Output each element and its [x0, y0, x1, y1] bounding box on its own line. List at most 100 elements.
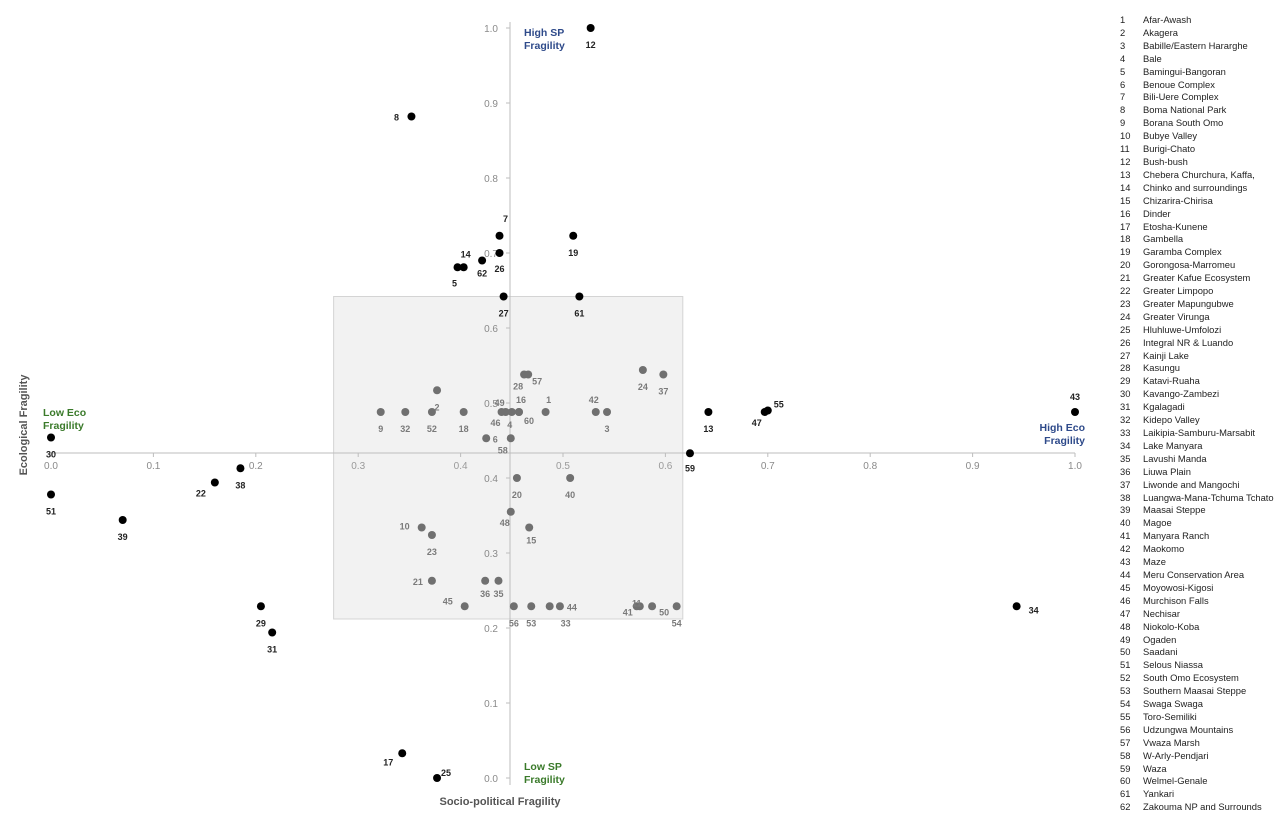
legend-item: 36 Liuwa Plain — [1120, 466, 1278, 479]
y-axis-title: Ecological Fragility — [18, 374, 30, 476]
legend-name: Dinder — [1143, 207, 1171, 219]
legend-name: Kidepo Valley — [1143, 414, 1200, 426]
data-point-17 — [398, 749, 407, 758]
legend-name: Benoue Complex — [1143, 78, 1215, 90]
legend-item: 28 Kasungu — [1120, 362, 1278, 375]
data-point-13 — [704, 408, 713, 416]
legend-number: 31 — [1120, 401, 1131, 413]
point-label-1: 1 — [546, 395, 551, 405]
y-tick-labels: 0.0 0.1 0.2 0.3 0.4 0.5 0.6 0.7 0.8 0.9 1.0 — [484, 24, 498, 785]
data-point-25 — [433, 774, 442, 782]
axes — [50, 22, 1076, 785]
legend-item: 53 Southern Maasai Steppe — [1120, 685, 1278, 698]
legend-name: Akagera — [1143, 26, 1178, 38]
legend-item: 4 Bale — [1120, 53, 1278, 66]
x-tick-labels: 0.0 0.1 0.2 0.3 0.4 0.5 0.6 0.7 0.8 0.9 1.0 — [44, 461, 1082, 472]
quadrant-label-top: High SP Fragility — [524, 27, 565, 52]
data-point-52 — [427, 408, 436, 416]
legend-name: Boma National Park — [1143, 104, 1227, 116]
legend-number: 54 — [1120, 698, 1131, 710]
data-point-60 — [514, 408, 523, 416]
data-point-62 — [478, 256, 487, 265]
legend-name: Swaga Swaga — [1143, 698, 1203, 710]
legend-name: Greater Kafue Ecosystem — [1143, 272, 1251, 284]
data-point-48 — [506, 507, 515, 516]
legend-item: 16 Dinder — [1120, 208, 1278, 221]
data-point-37 — [659, 370, 668, 379]
data-point-21 — [427, 576, 436, 585]
legend-name: Hluhluwe-Umfolozi — [1143, 323, 1222, 335]
scatter-chart: 0.0 0.1 0.2 0.3 0.4 0.5 0.6 0.7 0.8 0.9 1.0 0.0 0.1… — [18, 22, 1085, 808]
data-point-8 — [407, 112, 416, 121]
x-tick-label: 0.1 — [146, 461, 160, 472]
data-point-53 — [527, 602, 536, 611]
legend-name: Lake Manyara — [1143, 439, 1203, 451]
legend-name: Meru Conservation Area — [1143, 568, 1245, 580]
point-label-58: 58 — [498, 445, 508, 455]
legend-number: 12 — [1120, 155, 1131, 167]
data-point-6 — [482, 434, 491, 443]
point-label-6: 6 — [493, 434, 498, 444]
y-tick-label: 0.4 — [484, 474, 498, 485]
point-label-9: 9 — [378, 424, 383, 434]
legend-item: 1 Afar-Awash — [1120, 14, 1278, 27]
point-label-29: 29 — [256, 618, 266, 628]
legend-number: 57 — [1120, 736, 1131, 748]
legend-number: 21 — [1120, 272, 1131, 284]
legend-name: Kavango-Zambezi — [1143, 388, 1220, 400]
legend-item: 51 Selous Niassa — [1120, 659, 1278, 672]
data-point-9 — [376, 408, 385, 416]
point-label-47: 47 — [752, 418, 762, 428]
legend-name: Toro-Semiliki — [1143, 710, 1197, 722]
legend-name: Zakouma NP and Surrounds — [1143, 801, 1262, 813]
legend-name: Nechisar — [1143, 607, 1180, 619]
legend-name: Burigi-Chato — [1143, 143, 1196, 155]
legend-item: 57 Vwaza Marsh — [1120, 737, 1278, 750]
legend-number: 16 — [1120, 207, 1131, 219]
legend-number: 29 — [1120, 375, 1131, 387]
data-point-43 — [1071, 408, 1079, 416]
legend-number: 6 — [1120, 78, 1126, 90]
data-point-3 — [603, 408, 612, 416]
data-point-58 — [506, 434, 515, 443]
point-label-53: 53 — [526, 618, 536, 628]
legend-number: 61 — [1120, 788, 1131, 800]
legend-name: Bubye Valley — [1143, 130, 1198, 142]
legend-item: 52 South Omo Ecosystem — [1120, 672, 1278, 685]
point-label-44: 44 — [567, 602, 577, 612]
legend-item: 25 Hluhluwe-Umfolozi — [1120, 324, 1278, 337]
data-point-19 — [569, 231, 578, 240]
point-label-23: 23 — [427, 547, 437, 557]
legend-number: 19 — [1120, 246, 1131, 258]
data-point-26 — [495, 249, 504, 257]
legend-number: 26 — [1120, 336, 1131, 348]
legend-name: Maokomo — [1143, 543, 1185, 555]
legend-name: Udzungwa Mountains — [1143, 723, 1234, 735]
legend-item: 37 Liwonde and Mangochi — [1120, 479, 1278, 492]
legend-number: 62 — [1120, 801, 1131, 813]
legend-item: 44 Meru Conservation Area — [1120, 569, 1278, 582]
legend-item: 8 Boma National Park — [1120, 104, 1278, 117]
x-tick-label: 0.5 — [556, 461, 570, 472]
legend-name: Luangwa-Mana-Tchuma Tchato — [1143, 491, 1274, 503]
point-label-24: 24 — [638, 382, 648, 392]
legend-number: 49 — [1120, 633, 1131, 645]
legend-name: Lavushi Manda — [1143, 452, 1207, 464]
legend-name: W-Arly-Pendjari — [1143, 749, 1209, 761]
legend-number: 18 — [1120, 233, 1131, 245]
legend-number: 7 — [1120, 91, 1126, 103]
point-label-30: 30 — [46, 450, 56, 460]
legend-item: 17 Etosha-Kunene — [1120, 221, 1278, 234]
point-label-18: 18 — [459, 424, 469, 434]
data-point-38 — [236, 464, 245, 473]
legend-item: 56 Udzungwa Mountains — [1120, 724, 1278, 737]
legend-name: Bamingui-Bangoran — [1143, 65, 1226, 77]
data-point-1 — [541, 408, 550, 416]
point-label-48: 48 — [500, 518, 510, 528]
legend-item: 7 Bili-Uere Complex — [1120, 91, 1278, 104]
legend-name: Vwaza Marsh — [1143, 736, 1200, 748]
point-label-60: 60 — [524, 416, 534, 426]
legend-number: 22 — [1120, 285, 1131, 297]
legend-number: 38 — [1120, 491, 1131, 503]
legend-name: Yankari — [1143, 788, 1175, 800]
